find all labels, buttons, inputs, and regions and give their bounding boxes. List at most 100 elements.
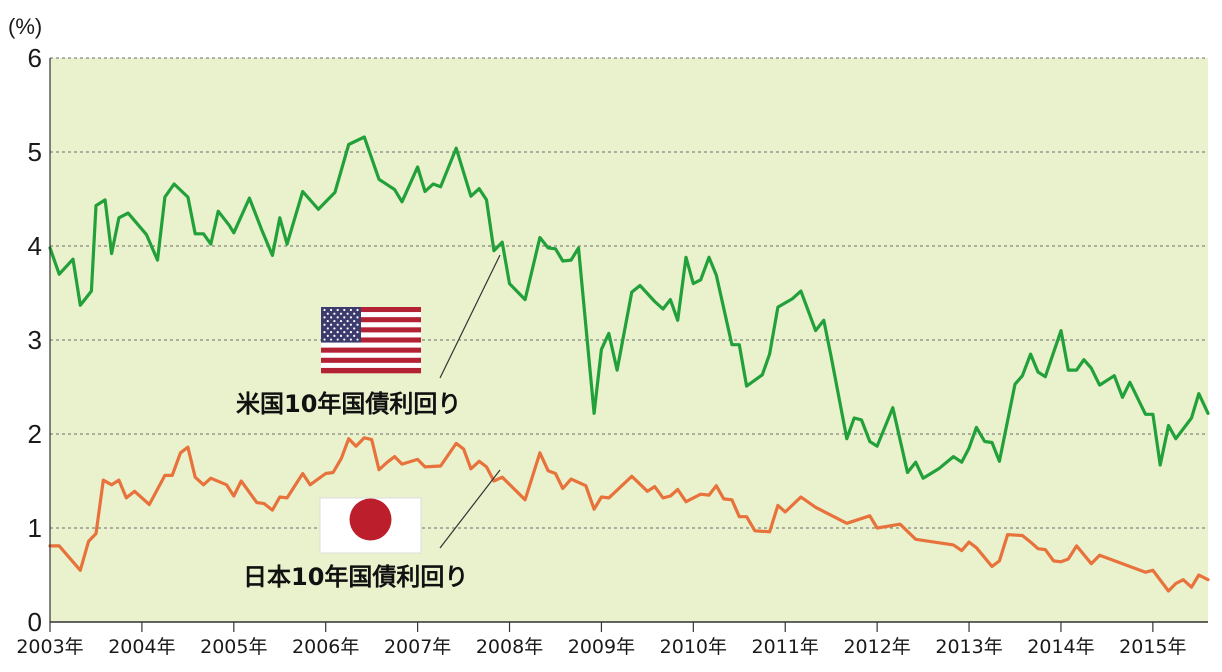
- us-flag-star: [326, 312, 329, 315]
- us-flag-star: [336, 338, 339, 341]
- us-flag-stripe: [321, 322, 421, 328]
- us-flag-stripe: [321, 332, 421, 338]
- y-tick-label: 0: [28, 607, 42, 637]
- us-flag-stripe: [321, 327, 421, 333]
- us-flag-star: [356, 331, 359, 334]
- us-flag-star: [353, 312, 356, 315]
- us-flag-star: [323, 338, 326, 341]
- label-pointers: [439, 254, 501, 549]
- us-flag-star: [346, 327, 349, 330]
- us-flag-star: [336, 331, 339, 334]
- us-flag-star: [349, 316, 352, 319]
- us-flag-star: [346, 312, 349, 315]
- us-flag-star: [343, 338, 346, 341]
- y-unit-label: (%): [8, 14, 42, 39]
- us-flag-star: [349, 323, 352, 326]
- us-flag-stripe: [321, 312, 421, 318]
- us-label-pointer: [439, 254, 501, 379]
- y-tick-label: 5: [28, 137, 42, 167]
- x-tick-label: 2009年: [568, 636, 635, 658]
- y-tick-label: 2: [28, 419, 42, 449]
- us-flag-star: [339, 327, 343, 330]
- us-flag-canton: [321, 307, 361, 343]
- us-flag-stripe: [321, 347, 421, 353]
- x-tick-label: 2010年: [660, 636, 727, 658]
- x-tick-label: 2008年: [476, 636, 543, 658]
- us-flag-star: [333, 327, 336, 330]
- us-yield-line: [48, 135, 1210, 480]
- us-flag-star: [323, 331, 326, 334]
- japan-flag-sun: [349, 498, 392, 541]
- x-tick-label: 2014年: [1027, 636, 1094, 658]
- grid-lines: [50, 57, 1208, 529]
- us-flag-star: [330, 308, 333, 312]
- us-flag-stripe: [321, 352, 421, 359]
- x-tick-label: 2006年: [292, 636, 359, 658]
- x-tick-label: 2004年: [108, 636, 175, 658]
- us-flag-star: [346, 334, 349, 337]
- us-flag-stripe: [321, 342, 421, 348]
- us-flag-star: [356, 323, 359, 326]
- us-flag-star: [356, 338, 359, 341]
- us-flag-stripe: [321, 317, 421, 323]
- us-flag-star: [326, 327, 329, 330]
- us-flag-star: [356, 308, 359, 312]
- us-flag-star: [349, 331, 352, 334]
- us-flag-star: [330, 316, 333, 319]
- axes: [49, 58, 1208, 632]
- us-flag-star: [339, 319, 343, 323]
- x-tick-label: 2011年: [752, 636, 819, 658]
- us-flag-star: [346, 319, 349, 323]
- y-tick-label: 4: [28, 231, 42, 261]
- us-flag-star: [326, 334, 329, 337]
- us-flag-star: [336, 323, 339, 326]
- x-tick-label: 2012年: [843, 636, 910, 658]
- y-tick-label: 3: [28, 325, 42, 355]
- y-tick-label: 1: [28, 513, 42, 543]
- us-flag-stripe: [321, 357, 421, 364]
- us-flag-star: [333, 312, 336, 315]
- series-lines: [48, 135, 1210, 593]
- us-flag-star: [326, 319, 329, 323]
- us-flag-star: [323, 316, 326, 319]
- x-tick-label: 2013年: [935, 636, 1002, 658]
- us-flag-star: [353, 334, 356, 337]
- japan-flag-icon: [319, 497, 422, 554]
- us-flag-star: [349, 338, 352, 341]
- us-flag-star: [323, 323, 326, 326]
- japan-yield-line: [48, 436, 1210, 593]
- us-flag-star: [353, 319, 356, 323]
- x-tick-labels: 2003年 2004年 2005年 2006年 2007年 2008年 2009年 2010年…: [16, 636, 1186, 658]
- us-flag-star: [333, 334, 336, 337]
- us-flag-star: [343, 331, 346, 334]
- us-flag-star: [330, 323, 333, 326]
- us-flag-stripe: [321, 362, 421, 369]
- us-flag-star: [330, 338, 333, 341]
- us-flag-stripe: [321, 337, 421, 343]
- us-flag-star: [356, 316, 359, 319]
- us-series-label: 米国10年国債利回り: [236, 390, 461, 418]
- us-flag-star: [349, 308, 352, 312]
- us-flag-star: [323, 308, 326, 312]
- x-tick-label: 2007年: [384, 636, 451, 658]
- us-flag-star: [339, 334, 343, 337]
- us-flag-star: [353, 327, 356, 330]
- y-tick-label: 6: [28, 43, 42, 73]
- japan-series-label: 日本10年国債利回り: [243, 563, 468, 591]
- us-flag-star: [339, 312, 343, 315]
- y-tick-labels: 0 1 2 3 4 5 6: [28, 43, 42, 637]
- us-flag-star: [330, 331, 333, 334]
- x-tick-label: 2005年: [200, 636, 267, 658]
- us-flag-stripe: [321, 367, 421, 374]
- us-flag-star: [343, 308, 346, 312]
- x-tick-label: 2003年: [16, 636, 83, 658]
- us-flag-star: [336, 308, 339, 312]
- japan-label-pointer: [439, 469, 501, 549]
- us-flag-star: [343, 323, 346, 326]
- us-flag-star: [343, 316, 346, 319]
- us-flag-icon: [321, 307, 421, 374]
- us-flag-star: [333, 319, 336, 323]
- x-tick-label: 2015年: [1119, 636, 1186, 658]
- us-flag-stripe: [321, 307, 421, 313]
